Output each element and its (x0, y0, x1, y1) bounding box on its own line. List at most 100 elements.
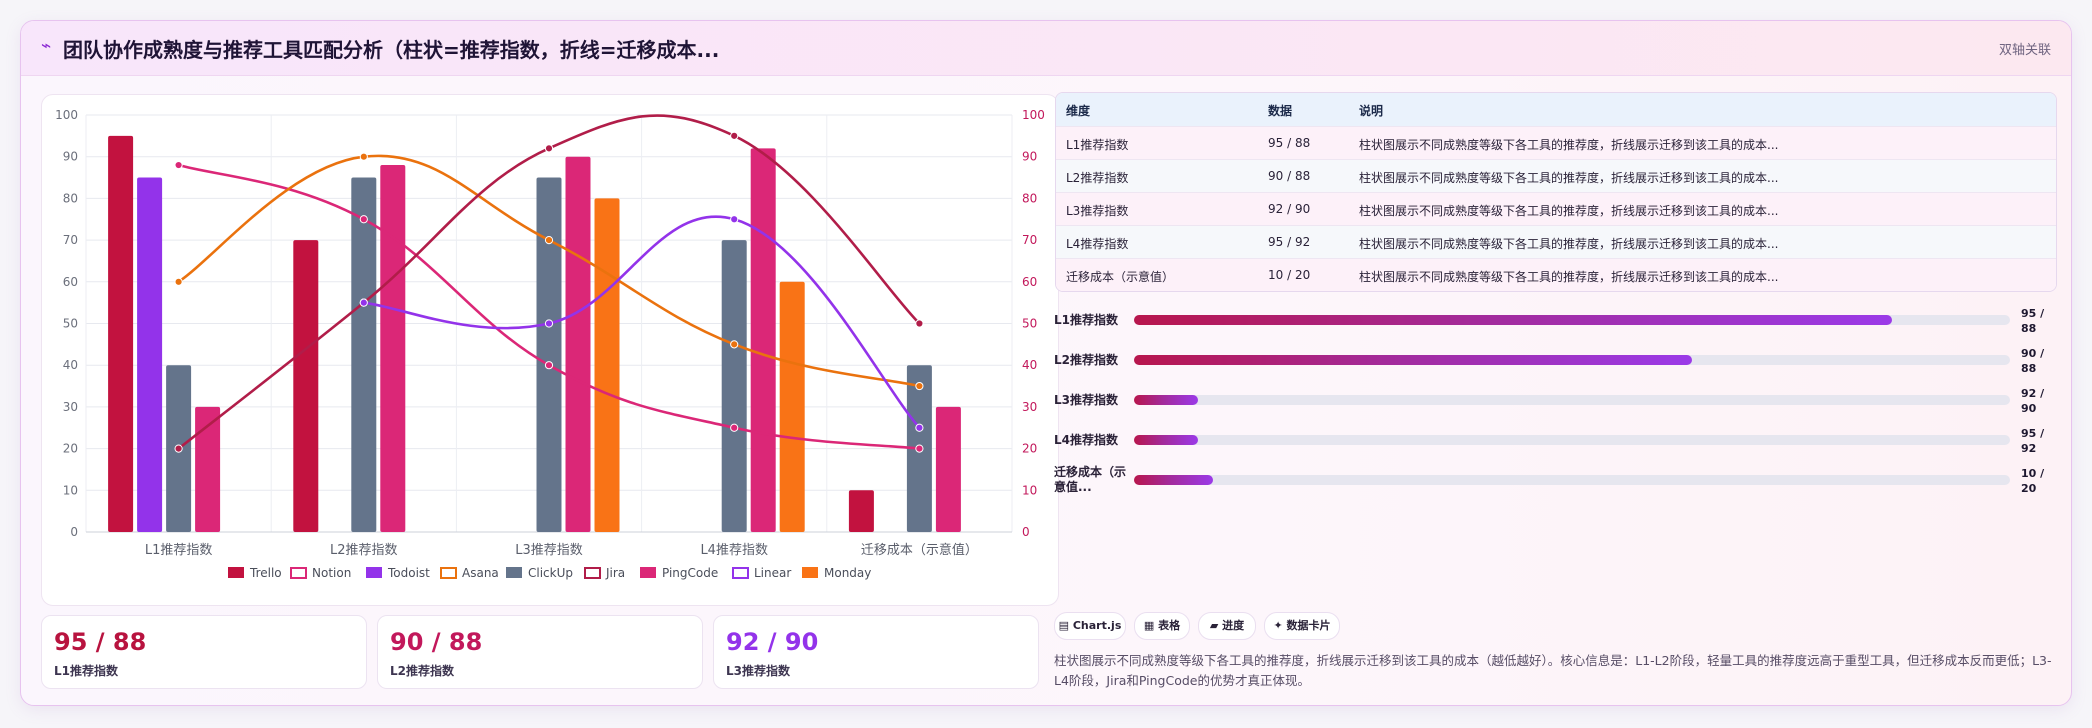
kpi-label: L1推荐指数 (54, 664, 118, 678)
x-tick-label: 迁移成本（示意值） (861, 542, 978, 558)
point-linear (544, 319, 554, 328)
table-header: 维度 数据 说明 (1056, 93, 2056, 126)
table-cell: L1推荐指数 (1066, 138, 1129, 152)
table-header-cell: 维度 (1066, 104, 1091, 118)
y-tick-label: 70 (63, 233, 78, 247)
y-tick-label: 80 (63, 191, 78, 205)
point-linear (915, 423, 924, 432)
y2-tick-label: 60 (1022, 275, 1037, 289)
progress-track (1134, 315, 2010, 325)
point-linear (359, 298, 368, 307)
table-cell: 10 / 20 (1268, 268, 1311, 282)
y2-tick-label: 40 (1022, 358, 1037, 372)
kpi-value: 90 / 88 (390, 628, 483, 656)
table-cell: 柱状图展示不同成熟度等级下各工具的推荐度，折线展示迁移到该工具的成本... (1359, 270, 1779, 284)
point-jira (915, 319, 924, 328)
progress-track (1134, 475, 2010, 485)
progress-fill (1134, 435, 1198, 445)
y-tick-label: 0 (70, 525, 78, 539)
y-tick-label: 10 (63, 483, 78, 497)
table-cell: 92 / 90 (1268, 202, 1311, 216)
bar-pingcode (935, 406, 961, 532)
table-header-cell: 说明 (1359, 104, 1384, 118)
table-header-cell: 数据 (1268, 104, 1293, 118)
y-tick-label: 30 (63, 400, 78, 414)
y2-tick-label: 80 (1022, 191, 1037, 205)
combo-chart: 0 0 10 10 20 20 30 30 40 40 50 50 60 60 70 70 80 80 90 90 10… (55, 108, 1045, 580)
progress-fill (1134, 355, 1692, 365)
y2-tick-label: 20 (1022, 442, 1037, 456)
bar-pingcode (750, 148, 776, 533)
kpi-value: 92 / 90 (726, 628, 819, 656)
y-tick-label: 100 (55, 108, 78, 122)
bar-trello (848, 490, 874, 532)
table-cell: 90 / 88 (1268, 169, 1311, 183)
table-row: L4推荐指数 95 / 92 柱状图展示不同成熟度等级下各工具的推荐度，折线展示… (1056, 225, 2056, 259)
x-tick-label: L4推荐指数 (700, 543, 768, 558)
chip-table[interactable]: ▦ 表格 (1134, 612, 1190, 640)
line-linear (363, 215, 921, 429)
progress-fill (1134, 475, 1213, 485)
point-notion (174, 160, 183, 170)
chart-description: 柱状图展示不同成熟度等级下各工具的推荐度，折线展示迁移到该工具的成本（越低越好）… (1054, 653, 2052, 688)
y-tick-label: 60 (63, 275, 78, 289)
bar-pingcode (565, 156, 591, 532)
table-cell: 95 / 92 (1268, 235, 1311, 249)
kpi-card: 92 / 90 L3推荐指数 (713, 615, 1039, 689)
bar-pingcode (380, 165, 406, 532)
legend-label: Todoist (387, 566, 430, 580)
dual-axis-link-toggle[interactable]: 双轴关联 (1998, 43, 2051, 58)
chip-chartjs[interactable]: ▤ Chart.js (1054, 612, 1126, 640)
x-tick-label: L2推荐指数 (330, 543, 398, 558)
kpi-label: L2推荐指数 (390, 664, 454, 678)
table-row: L1推荐指数 95 / 88 柱状图展示不同成熟度等级下各工具的推荐度，折线展示… (1056, 126, 2056, 160)
page-title: 团队协作成熟度与推荐工具匹配分析（柱状=推荐指数，折线=迁移成本... (63, 38, 720, 62)
point-asana (915, 381, 924, 391)
legend-label: Notion (312, 566, 351, 580)
chip-progress[interactable]: ▰ 进度 (1198, 612, 1256, 640)
card-icon: ✦ (1273, 619, 1283, 632)
table-cell: L2推荐指数 (1066, 171, 1129, 185)
table-row: L3推荐指数 92 / 90 柱状图展示不同成熟度等级下各工具的推荐度，折线展示… (1056, 192, 2056, 226)
progress-label: L1推荐指数 (1054, 313, 1118, 327)
progress-fill (1134, 395, 1198, 405)
chip-data-card[interactable]: ✦ 数据卡片 (1264, 612, 1340, 640)
table-row: 迁移成本（示意值） 10 / 20 柱状图展示不同成熟度等级下各工具的推荐度，折… (1056, 258, 2056, 291)
legend-label: Trello (249, 566, 282, 580)
point-linear (730, 215, 739, 224)
progress-track (1134, 355, 2010, 365)
chart-line-icon: ⌁ (41, 36, 52, 56)
bar-monday (594, 198, 620, 532)
bar-trello (293, 240, 319, 532)
legend-swatch (584, 567, 601, 579)
progress-track (1134, 395, 2010, 405)
chart-icon: ▤ (1058, 619, 1070, 632)
progress-fill (1134, 315, 1892, 325)
point-asana (174, 277, 183, 286)
y-tick-label: 20 (63, 442, 78, 456)
table-cell: 柱状图展示不同成熟度等级下各工具的推荐度，折线展示迁移到该工具的成本... (1359, 204, 1779, 218)
kpi-card: 95 / 88 L1推荐指数 (41, 615, 367, 689)
progress-label: L4推荐指数 (1054, 433, 1118, 447)
y-tick-label: 90 (63, 150, 78, 164)
progress-label: L3推荐指数 (1054, 393, 1118, 407)
y2-tick-label: 90 (1022, 150, 1037, 164)
bar-clickup (351, 177, 377, 533)
legend-swatch (732, 567, 749, 579)
table-cell: L4推荐指数 (1066, 237, 1129, 251)
progress-value: 92 /90 (2021, 387, 2045, 415)
point-jira (544, 144, 554, 153)
kpi-card: 90 / 88 L2推荐指数 (377, 615, 703, 689)
table-cell: L3推荐指数 (1066, 204, 1129, 218)
bar-todoist (137, 177, 163, 533)
progress-value: 95 /88 (2021, 307, 2045, 335)
header-bar: ⌁ 团队协作成熟度与推荐工具匹配分析（柱状=推荐指数，折线=迁移成本... 双轴… (21, 21, 2071, 76)
point-jira (174, 444, 183, 453)
legend-label: Linear (754, 566, 791, 580)
point-asana (544, 236, 554, 245)
table-icon: ▦ (1143, 619, 1155, 632)
bar-trello (108, 135, 134, 532)
point-jira (730, 131, 739, 140)
bar-clickup (536, 177, 562, 533)
y2-tick-label: 0 (1022, 525, 1030, 539)
